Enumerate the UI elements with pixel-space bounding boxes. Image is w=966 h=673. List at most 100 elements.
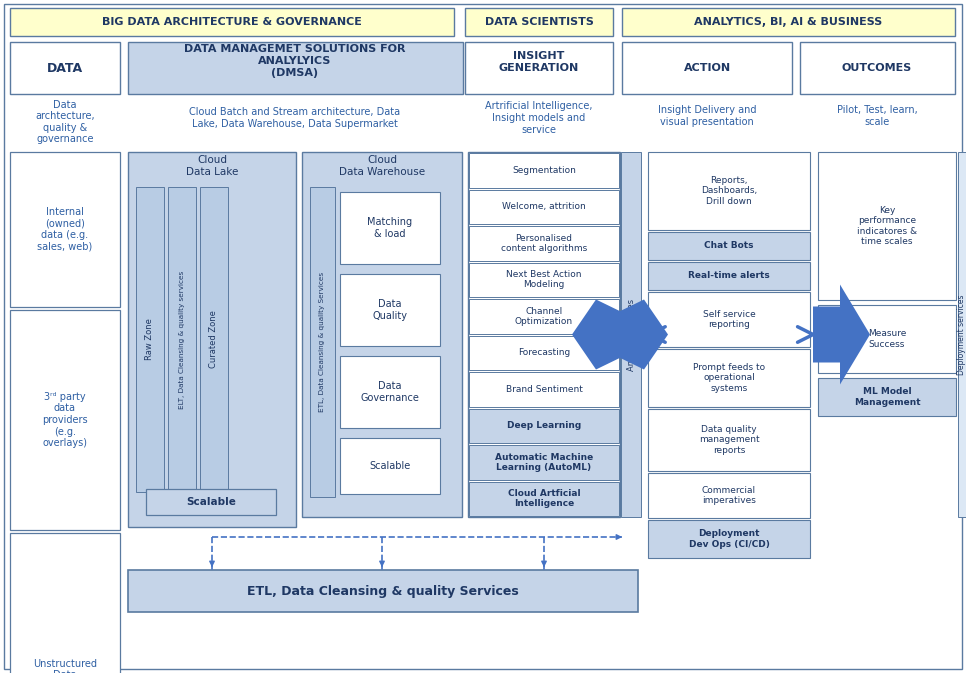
FancyBboxPatch shape [340, 192, 440, 264]
Text: Commercial
imperatives: Commercial imperatives [702, 486, 756, 505]
Text: Key
performance
indicatores &
time scales: Key performance indicatores & time scale… [857, 206, 917, 246]
Text: Matching
& load: Matching & load [367, 217, 412, 239]
FancyBboxPatch shape [10, 8, 454, 36]
Text: Data
archtecture,
quality &
governance: Data archtecture, quality & governance [35, 100, 95, 145]
Text: ML Model
Management: ML Model Management [854, 387, 921, 406]
FancyBboxPatch shape [340, 438, 440, 494]
FancyBboxPatch shape [340, 356, 440, 428]
FancyBboxPatch shape [200, 187, 228, 492]
Text: DATA: DATA [47, 61, 83, 75]
Text: Deployment services: Deployment services [957, 294, 966, 375]
Text: Data
Quality: Data Quality [373, 299, 408, 321]
Text: Next Best Action
Modeling: Next Best Action Modeling [506, 270, 582, 289]
Text: Analytic Services: Analytic Services [627, 298, 636, 371]
Text: Channel
Optimization: Channel Optimization [515, 306, 573, 326]
FancyBboxPatch shape [302, 152, 462, 517]
Text: Self service
reporting: Self service reporting [702, 310, 755, 329]
Text: Scalable: Scalable [186, 497, 236, 507]
Text: Cloud Artficial
Intelligence: Cloud Artficial Intelligence [508, 489, 581, 508]
FancyBboxPatch shape [465, 42, 613, 94]
FancyBboxPatch shape [4, 4, 962, 669]
Text: Data
Governance: Data Governance [360, 381, 419, 403]
FancyBboxPatch shape [469, 445, 619, 479]
Text: DATA SCIENTISTS: DATA SCIENTISTS [485, 17, 593, 27]
FancyBboxPatch shape [469, 226, 619, 260]
FancyBboxPatch shape [648, 292, 810, 347]
FancyBboxPatch shape [648, 232, 810, 260]
FancyBboxPatch shape [818, 152, 956, 300]
FancyBboxPatch shape [10, 152, 120, 307]
FancyBboxPatch shape [469, 372, 619, 406]
Text: Cloud
Data Lake: Cloud Data Lake [185, 155, 239, 177]
FancyBboxPatch shape [469, 153, 619, 188]
FancyBboxPatch shape [128, 570, 638, 612]
Text: Deep Learning: Deep Learning [507, 421, 582, 430]
FancyBboxPatch shape [128, 42, 463, 94]
FancyBboxPatch shape [800, 42, 955, 94]
Text: Segmentation: Segmentation [512, 166, 576, 175]
FancyBboxPatch shape [648, 473, 810, 518]
Text: ANALYTICS, BI, AI & BUSINESS: ANALYTICS, BI, AI & BUSINESS [694, 17, 882, 27]
Text: Curated Zone: Curated Zone [210, 310, 218, 368]
Text: ELT, Data Cleansing & quality services: ELT, Data Cleansing & quality services [179, 271, 185, 409]
FancyBboxPatch shape [648, 152, 810, 230]
FancyBboxPatch shape [621, 152, 641, 517]
FancyBboxPatch shape [340, 274, 440, 346]
FancyBboxPatch shape [469, 262, 619, 297]
Text: Pilot, Test, learn,
scale: Pilot, Test, learn, scale [837, 105, 918, 127]
Text: Welcome, attrition: Welcome, attrition [502, 203, 585, 211]
Text: Deployment
Dev Ops (CI/CD): Deployment Dev Ops (CI/CD) [689, 529, 770, 548]
Text: Cloud Batch and Stream architecture, Data
Lake, Data Warehouse, Data Supermarket: Cloud Batch and Stream architecture, Dat… [189, 107, 401, 129]
FancyBboxPatch shape [469, 336, 619, 370]
FancyBboxPatch shape [168, 187, 196, 492]
Text: Real-time alerts: Real-time alerts [688, 271, 770, 281]
Text: Internal
(owned)
data (e.g.
sales, web): Internal (owned) data (e.g. sales, web) [38, 207, 93, 252]
Text: Scalable: Scalable [369, 461, 411, 471]
Text: Data quality
management
reports: Data quality management reports [698, 425, 759, 455]
FancyBboxPatch shape [648, 520, 810, 558]
FancyBboxPatch shape [128, 152, 296, 527]
Text: ETL, Data Cleansing & quality Services: ETL, Data Cleansing & quality Services [247, 584, 519, 598]
FancyBboxPatch shape [818, 378, 956, 416]
Polygon shape [813, 285, 870, 384]
FancyBboxPatch shape [469, 299, 619, 334]
Text: Reports,
Dashboards,
Drill down: Reports, Dashboards, Drill down [701, 176, 757, 206]
FancyBboxPatch shape [468, 152, 620, 517]
Text: Brand Sentiment: Brand Sentiment [505, 385, 582, 394]
Text: Unstructured
Data
(e.g. social): Unstructured Data (e.g. social) [33, 659, 97, 673]
Text: ACTION: ACTION [683, 63, 730, 73]
Text: BIG DATA ARCHITECTURE & GOVERNANCE: BIG DATA ARCHITECTURE & GOVERNANCE [102, 17, 362, 27]
FancyBboxPatch shape [622, 42, 792, 94]
FancyBboxPatch shape [648, 409, 810, 471]
FancyBboxPatch shape [469, 481, 619, 516]
FancyBboxPatch shape [469, 409, 619, 443]
Text: Artrificial Intelligence,
Insight models and
service: Artrificial Intelligence, Insight models… [485, 102, 593, 135]
FancyBboxPatch shape [648, 349, 810, 407]
FancyBboxPatch shape [10, 42, 120, 94]
FancyBboxPatch shape [136, 187, 164, 492]
Text: Forecasting: Forecasting [518, 348, 570, 357]
Text: Personalised
content algorithms: Personalised content algorithms [501, 234, 587, 253]
Text: Chat Bots: Chat Bots [704, 242, 753, 250]
FancyBboxPatch shape [465, 8, 613, 36]
Text: Automatic Machine
Learning (AutoML): Automatic Machine Learning (AutoML) [495, 452, 593, 472]
Text: Measure
Success: Measure Success [867, 329, 906, 349]
FancyBboxPatch shape [958, 152, 966, 517]
FancyBboxPatch shape [622, 8, 955, 36]
Text: Insight Delivery and
visual presentation: Insight Delivery and visual presentation [658, 105, 756, 127]
Text: Raw Zone: Raw Zone [146, 318, 155, 361]
FancyBboxPatch shape [648, 262, 810, 290]
Text: Cloud
Data Warehouse: Cloud Data Warehouse [339, 155, 425, 177]
Text: DATA MANAGEMET SOLUTIONS FOR
ANALYLYICS
(DMSA): DATA MANAGEMET SOLUTIONS FOR ANALYLYICS … [185, 44, 406, 77]
FancyBboxPatch shape [146, 489, 276, 515]
Polygon shape [572, 299, 668, 369]
Text: INSIGHT
GENERATION: INSIGHT GENERATION [498, 51, 580, 73]
FancyBboxPatch shape [10, 533, 120, 673]
FancyBboxPatch shape [10, 310, 120, 530]
Text: 3ʳᵈ party
data
providers
(e.g.
overlays): 3ʳᵈ party data providers (e.g. overlays) [43, 392, 88, 448]
FancyBboxPatch shape [818, 305, 956, 373]
Text: Prompt feeds to
operational
systems: Prompt feeds to operational systems [693, 363, 765, 393]
Text: ETL, Data Cleansing & quality Services: ETL, Data Cleansing & quality Services [319, 272, 325, 412]
Text: OUTCOMES: OUTCOMES [842, 63, 912, 73]
FancyBboxPatch shape [469, 190, 619, 224]
